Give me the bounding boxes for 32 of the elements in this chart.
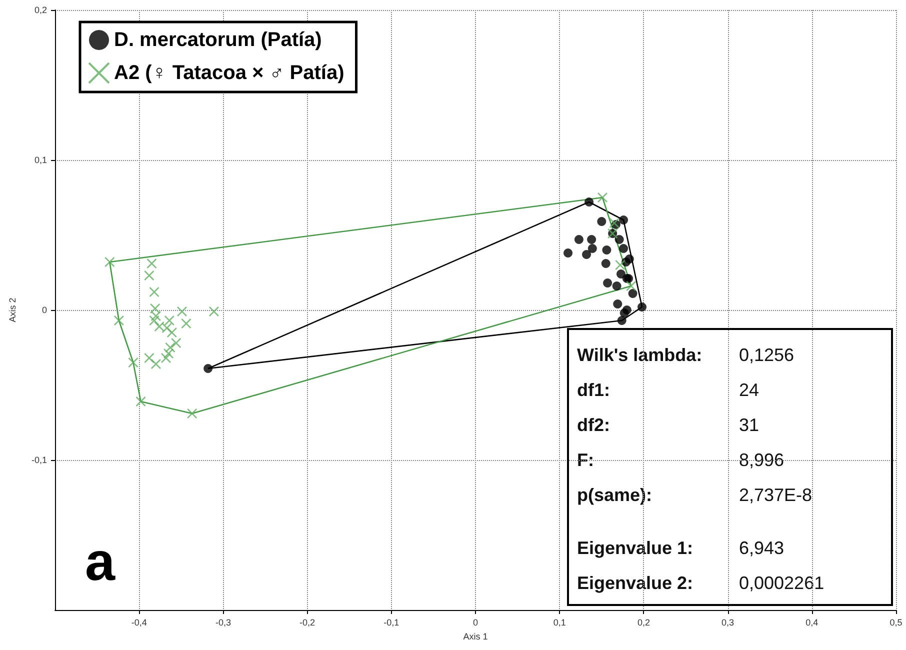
x-tick-label: -0,3 xyxy=(215,618,231,628)
annotation: a xyxy=(85,532,116,592)
legend-label: D. mercatorum (Patía) xyxy=(114,29,322,51)
annotation: p(same): xyxy=(577,485,652,505)
x-tick-label: 0,3 xyxy=(722,618,734,628)
annotation: 2,737E-8 xyxy=(739,485,812,505)
annotation: 24 xyxy=(739,380,760,400)
legend-label: A2 (♀ Tatacoa × ♂ Patía) xyxy=(114,62,344,84)
x-tick-label: 0,4 xyxy=(806,618,818,628)
x-tick-label: -0,2 xyxy=(300,618,316,628)
x-tick-label: 0 xyxy=(472,618,478,628)
annotation: 6,943 xyxy=(739,538,784,558)
annotation: 0,0002261 xyxy=(739,573,824,593)
y-tick-label: -0,1 xyxy=(31,455,47,465)
x-tick-label: -0,4 xyxy=(131,618,147,628)
annotation: Eigenvalue 2: xyxy=(577,573,694,593)
y-tick-label: 0,1 xyxy=(34,155,47,165)
annotation: df2: xyxy=(577,415,610,435)
x-tick-label: 0,5 xyxy=(890,618,902,628)
annotation: 31 xyxy=(739,415,760,435)
x-tick-label: 0,1 xyxy=(553,618,566,628)
x-axis-title: Axis 1 xyxy=(463,632,488,642)
x-tick-label: -0,1 xyxy=(384,618,400,628)
y-tick-label: 0,2 xyxy=(34,5,47,15)
annotation: df1: xyxy=(577,380,610,400)
y-tick-label: 0 xyxy=(42,305,47,315)
annotation: Eigenvalue 1: xyxy=(577,538,694,558)
y-axis-title: Axis 2 xyxy=(8,298,18,322)
annotation: Wilk's lambda: xyxy=(577,345,702,365)
x-tick-label: 0,2 xyxy=(637,618,650,628)
annotation: 8,996 xyxy=(739,450,784,470)
annotation: 0,1256 xyxy=(739,345,794,365)
